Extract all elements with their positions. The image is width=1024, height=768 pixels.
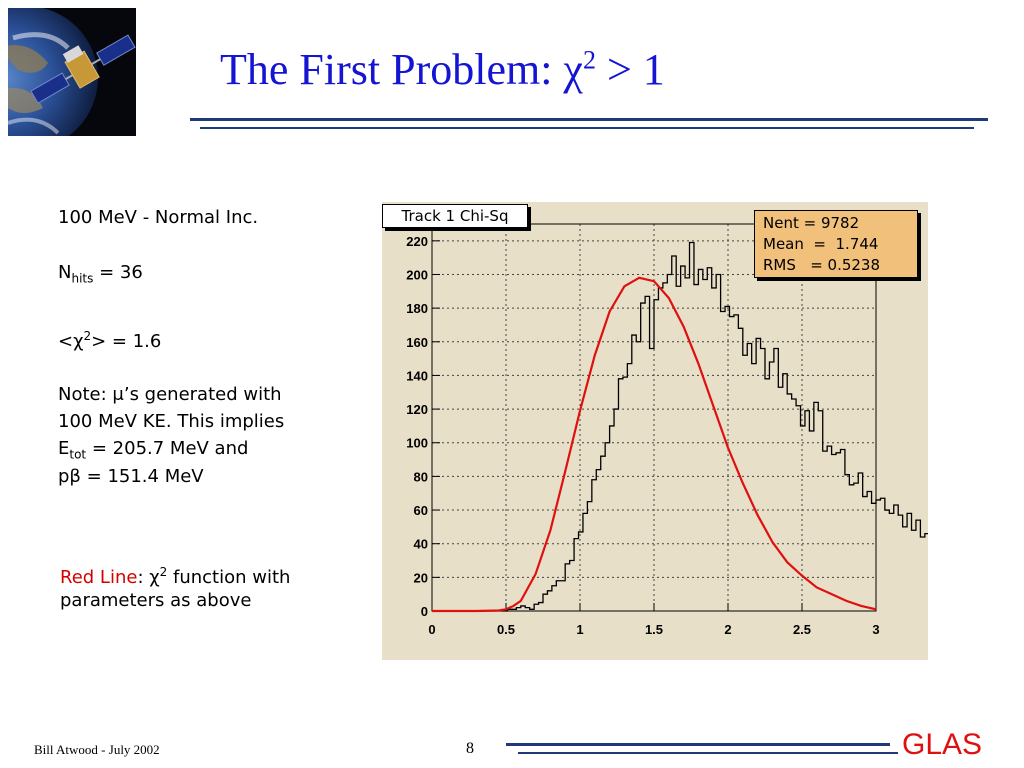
y-tick-label: 120 [406,402,428,417]
chi-sq-histogram: 0 0.5 1 1.5 2 2.5 3 0 20 40 60 80 100 120 140 160 180 200… [406,223,970,637]
histogram-panel: 0 0.5 1 1.5 2 2.5 3 0 20 40 60 80 100 120 140 160 180 200… [382,202,970,660]
x-tick-label: 0.5 [497,622,515,637]
note-implies: 100 MeV KE. This implies [58,411,285,432]
y-tick-label: 140 [406,368,428,383]
stats-box: Nent = 9782 Mean = 1.744 RMS = 0.5238 [754,210,918,278]
stats-rms: RMS = 0.5238 [763,256,881,274]
x-tick-label: 0 [428,622,435,637]
stats-nent: Nent = 9782 [763,214,860,232]
glast-satellite-logo [8,8,136,136]
glas-logo-text: GLAS [902,728,983,761]
title-rule-upper [190,118,988,121]
y-tick-label: 200 [406,267,428,282]
chart-title: Track 1 Chi-Sq [382,204,528,228]
y-tick-label: 60 [414,503,428,518]
y-tick-label: 40 [414,537,428,552]
x-tick-label: 3 [872,622,879,637]
stats-mean: Mean = 1.744 [763,235,879,253]
x-tick-label: 1 [576,622,583,637]
y-tick-label: 100 [406,436,428,451]
y-tick-label: 220 [406,234,428,249]
note-generated: Note: μ’s generated with [58,384,282,405]
note-nhits: Nhits = 36 [58,262,143,286]
note-energy: 100 MeV - Normal Inc. [58,207,259,228]
chi2-fit-curve [432,276,877,613]
y-tick-label: 0 [421,604,428,619]
y-tick-label: 20 [414,570,428,585]
red-line-label: Red Line [60,567,138,588]
x-tick-label: 2 [724,622,731,637]
note-etot: Etot = 205.7 MeV and [58,438,249,462]
x-tick-label: 2.5 [793,622,811,637]
y-tick-label: 80 [414,469,428,484]
histogram-series [432,241,970,612]
note-chi2-mean: <χ2> = 1.6 [58,329,162,352]
red-line-note: Red Line: χ2 function with [60,565,291,588]
slide-title: The First Problem: χ2 > 1 [220,45,665,94]
x-tick-label: 1.5 [645,622,663,637]
y-tick-label: 180 [406,301,428,316]
page-number: 8 [466,740,474,757]
title-rule-lower [200,127,974,129]
note-pbeta: pβ = 151.4 MeV [58,466,204,487]
footer-rule-lower [518,752,898,754]
y-tick-label: 160 [406,335,428,350]
red-line-note-cont: parameters as above [60,590,252,611]
footer-rule-upper [506,743,890,746]
footer-author: Bill Atwood - July 2002 [34,742,160,757]
